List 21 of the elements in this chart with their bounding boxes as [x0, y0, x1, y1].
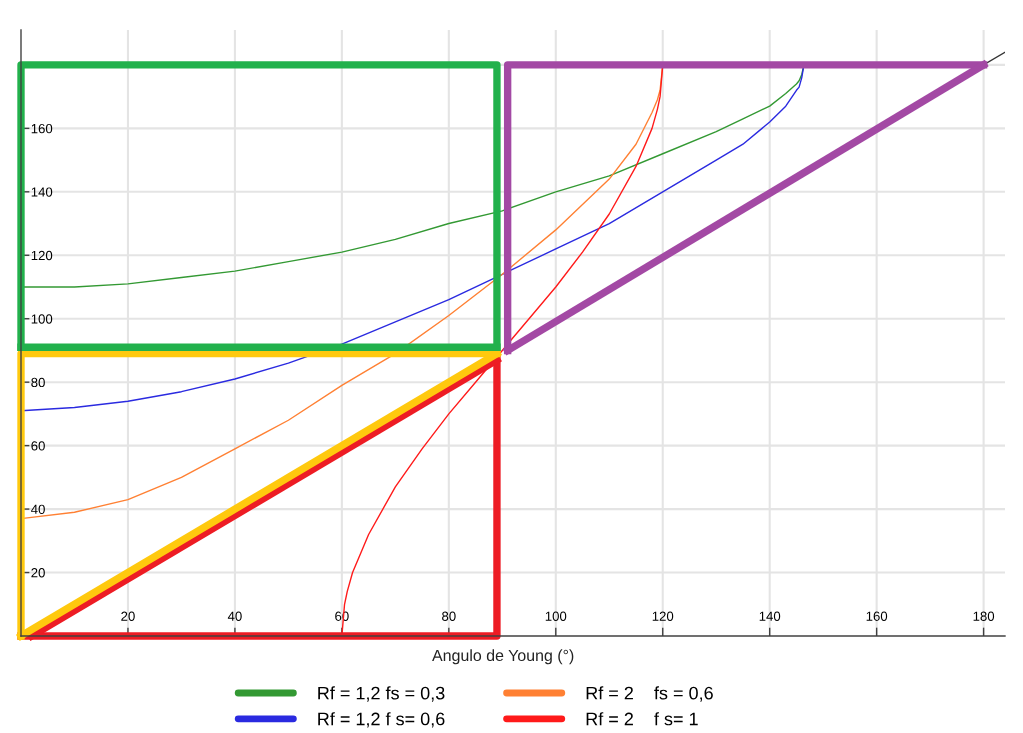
x-tick-label: 120: [652, 611, 674, 621]
x-axis-title: Angulo de Young (°): [432, 649, 574, 665]
y-tick-label: 20: [31, 568, 45, 578]
x-tick-label: 160: [866, 611, 888, 621]
x-tick-label: 40: [227, 611, 242, 621]
x-tick-label: 20: [121, 611, 135, 621]
y-tick-label: 160: [31, 123, 53, 134]
legend-label: Rf = 1,2 fs = 0,3: [318, 686, 445, 702]
legend-label: Rf = 1,2 f s= 0,6: [318, 712, 445, 728]
x-tick-label: 140: [759, 611, 781, 621]
y-tick-label: 80: [31, 377, 45, 388]
x-tick-label: 100: [545, 611, 567, 621]
x-tick-label: 180: [973, 611, 995, 621]
legend-label: Rf = 2 f s= 1: [586, 712, 698, 726]
y-tick-label: 140: [31, 187, 53, 197]
y-tick-label: 40: [31, 504, 45, 514]
y-tick-label: 60: [31, 441, 45, 451]
y-tick-label: 120: [31, 250, 53, 261]
legend-label: Rf = 2 fs = 0,6: [586, 686, 713, 702]
y-tick-label: 100: [31, 314, 53, 324]
x-tick-label: 80: [442, 611, 456, 621]
